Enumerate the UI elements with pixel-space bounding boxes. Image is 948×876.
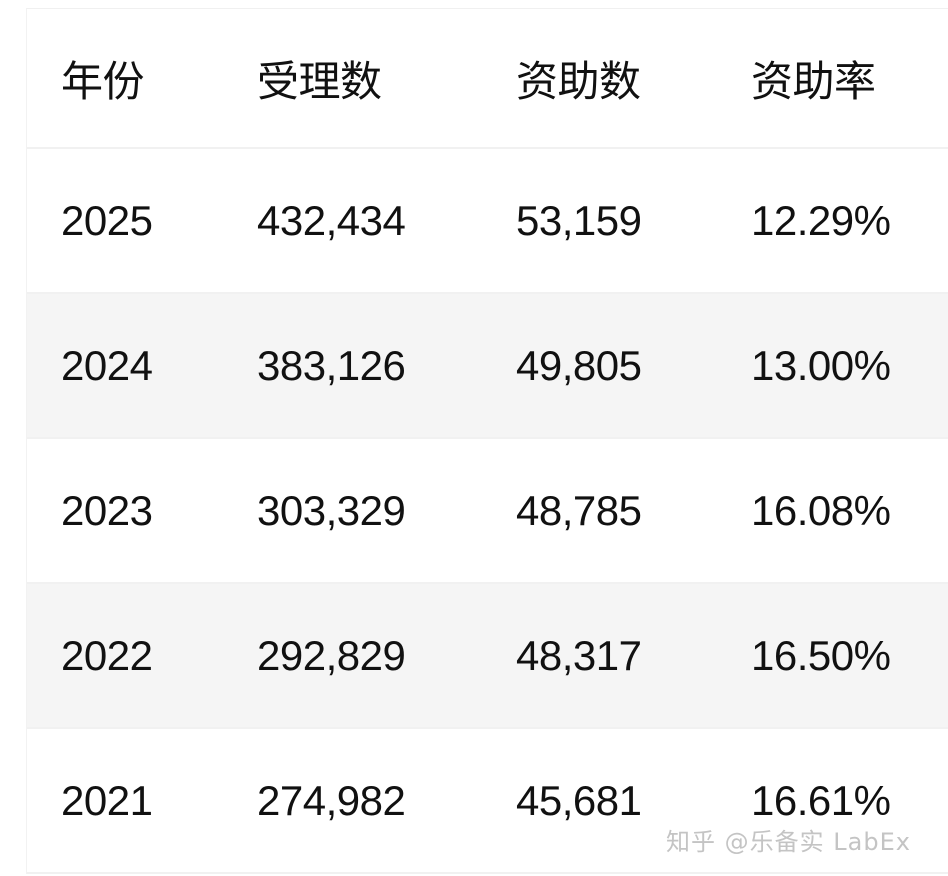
- cell-applications: 383,126: [257, 341, 406, 389]
- cell-year: 2025: [61, 196, 153, 244]
- table-row: 2021 274,982 45,681 16.61%: [27, 729, 948, 874]
- cell-funded: 48,785: [516, 486, 642, 534]
- cell-funded: 53,159: [516, 196, 642, 244]
- cell-funding-rate: 16.50%: [751, 631, 891, 679]
- cell-funding-rate: 12.29%: [751, 196, 891, 244]
- cell-applications: 274,982: [257, 776, 406, 824]
- cell-funding-rate: 16.61%: [751, 776, 891, 824]
- header-year: 年份: [61, 57, 145, 105]
- cell-year: 2023: [61, 486, 153, 534]
- cell-year: 2022: [61, 631, 153, 679]
- cell-funded: 49,805: [516, 341, 642, 389]
- table-row: 2025 432,434 53,159 12.29%: [27, 149, 948, 294]
- header-funding-rate: 资助率: [751, 57, 876, 105]
- table-row: 2023 303,329 48,785 16.08%: [27, 439, 948, 584]
- table-header: 年份 受理数 资助数 资助率: [27, 9, 948, 149]
- cell-year: 2021: [61, 776, 153, 824]
- header-applications: 受理数: [257, 57, 382, 105]
- cell-applications: 432,434: [257, 196, 406, 244]
- table-row: 2022 292,829 48,317 16.50%: [27, 584, 948, 729]
- cell-funding-rate: 13.00%: [751, 341, 891, 389]
- table-row: 2024 383,126 49,805 13.00%: [27, 294, 948, 439]
- cell-year: 2024: [61, 341, 153, 389]
- cell-funded: 48,317: [516, 631, 642, 679]
- cell-applications: 292,829: [257, 631, 406, 679]
- header-funded: 资助数: [516, 57, 641, 105]
- data-table: 年份 受理数 资助数 资助率 2025 432,434 53,159 12.29…: [26, 8, 948, 874]
- watermark: 知乎 @乐备实 LabEx: [666, 828, 911, 856]
- cell-funding-rate: 16.08%: [751, 486, 891, 534]
- cell-applications: 303,329: [257, 486, 406, 534]
- cell-funded: 45,681: [516, 776, 642, 824]
